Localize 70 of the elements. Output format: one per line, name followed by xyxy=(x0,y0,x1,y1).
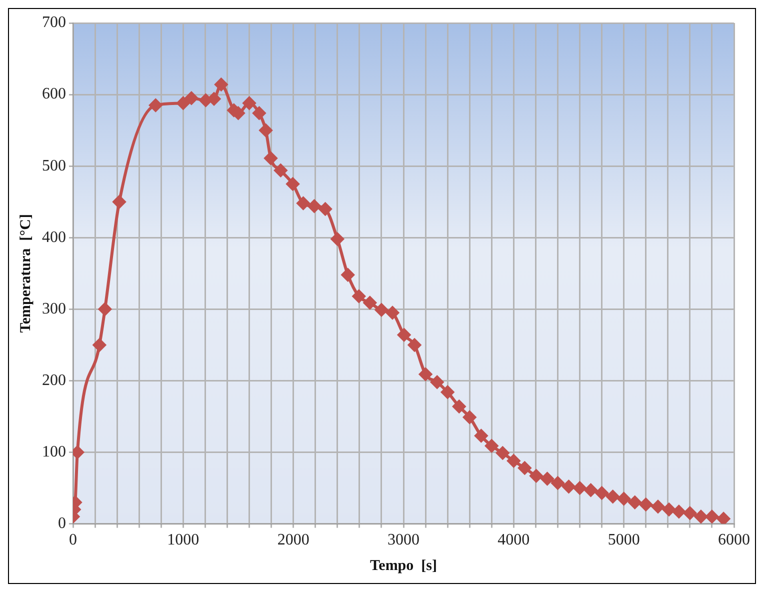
point xyxy=(341,268,354,282)
point xyxy=(274,164,288,177)
point xyxy=(214,78,228,92)
point xyxy=(264,152,278,165)
point xyxy=(149,98,162,112)
point xyxy=(386,306,399,320)
point xyxy=(176,96,190,110)
point xyxy=(252,106,266,120)
x-tick-label: 2000 xyxy=(277,532,310,549)
point xyxy=(398,328,411,342)
point xyxy=(496,446,510,460)
point xyxy=(463,410,476,424)
y-tick-label: 600 xyxy=(42,86,66,103)
point xyxy=(551,476,564,490)
x-tick-label: 5000 xyxy=(608,532,640,549)
point xyxy=(651,500,664,514)
y-tick-label: 0 xyxy=(58,515,66,532)
point xyxy=(330,232,344,246)
y-tick-label: 100 xyxy=(42,443,66,460)
point xyxy=(242,96,256,110)
point xyxy=(184,92,198,105)
point xyxy=(672,505,686,518)
point xyxy=(717,512,730,524)
y-tick-label: 200 xyxy=(42,372,66,389)
x-tick-label: 3000 xyxy=(388,532,420,549)
point xyxy=(352,290,366,303)
point xyxy=(441,386,454,399)
x-tick-label: 6000 xyxy=(718,532,750,549)
point xyxy=(308,200,321,213)
y-tick-label: 500 xyxy=(42,157,66,174)
point xyxy=(296,196,310,210)
point xyxy=(562,480,576,494)
x-axis-title: Tempo [s] xyxy=(370,558,437,574)
y-tick-label: 300 xyxy=(42,300,66,318)
point xyxy=(694,510,708,524)
x-tick-label: 4000 xyxy=(498,532,530,549)
point xyxy=(98,302,112,316)
point xyxy=(628,496,642,509)
point xyxy=(662,502,676,516)
point xyxy=(683,506,696,520)
point xyxy=(639,498,652,511)
point xyxy=(259,124,272,137)
point xyxy=(474,429,488,442)
point xyxy=(485,439,498,452)
x-tick-label: 0 xyxy=(69,532,77,549)
point xyxy=(530,469,543,482)
point xyxy=(208,92,221,106)
point xyxy=(617,492,630,506)
y-tick-label: 400 xyxy=(42,228,66,246)
point xyxy=(606,490,620,504)
point xyxy=(705,510,718,524)
point xyxy=(584,484,598,497)
point xyxy=(452,400,466,413)
point xyxy=(430,376,444,389)
y-tick-label: 700 xyxy=(42,14,66,32)
point xyxy=(374,303,388,316)
point xyxy=(286,177,300,190)
point xyxy=(540,472,554,486)
point xyxy=(408,338,422,352)
point xyxy=(318,202,332,216)
point xyxy=(573,482,586,495)
point xyxy=(507,454,520,468)
point xyxy=(518,461,532,474)
point xyxy=(112,195,126,208)
x-tick-label: 1000 xyxy=(167,532,200,549)
point xyxy=(595,486,608,500)
point xyxy=(419,368,432,381)
y-axis-title: Temperatura [°C] xyxy=(18,214,34,333)
point xyxy=(363,296,376,310)
point xyxy=(92,338,106,352)
